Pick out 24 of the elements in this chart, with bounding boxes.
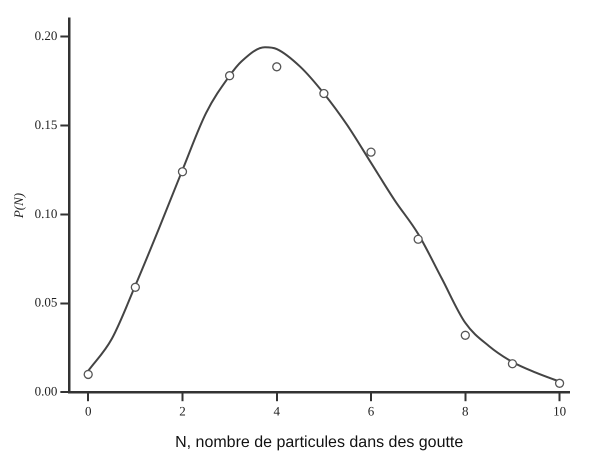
point [224,71,234,80]
point [178,167,188,176]
point [554,378,564,388]
point [272,62,282,72]
x-tick-label: 10 [553,403,566,418]
y-axis-title: P(N) [11,192,26,220]
y-tick-label: 0.15 [34,116,58,132]
point [366,148,376,157]
x-tick-label: 6 [368,403,375,418]
y-tick-label: 0.10 [34,206,58,221]
y-tick-label: 0.00 [34,384,58,399]
point [319,88,329,98]
x-axis-title: N, nombre de particules dans des goutte [175,434,464,451]
x-tick-label: 4 [274,403,280,418]
point [84,370,93,380]
x-tick-label: 8 [462,403,469,418]
point [130,282,140,292]
y-tick-label: 0.05 [34,294,58,310]
point [508,359,518,368]
point [414,234,423,244]
x-tick-label: 2 [179,403,186,418]
x-tick-label: 0 [84,403,92,418]
y-tick-label: 0.20 [34,28,58,44]
point [460,330,470,340]
